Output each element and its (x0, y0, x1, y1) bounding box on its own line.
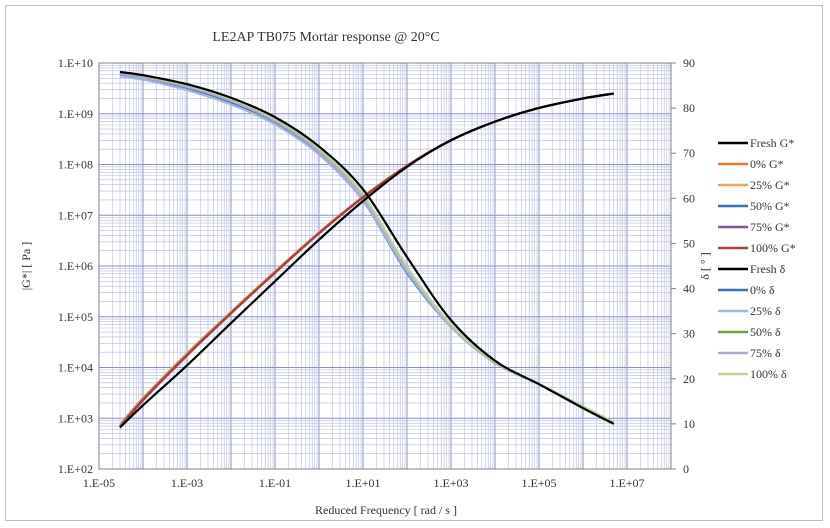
y-left-tick-label: 1.E+07 (58, 208, 93, 222)
legend-label: 0% δ (750, 283, 775, 297)
y-left-tick-label: 1.E+06 (58, 259, 93, 273)
y-right-axis-label: δ [ ° ] (698, 252, 712, 279)
y-right-tick-label: 60 (683, 191, 695, 205)
legend-label: 0% G* (750, 157, 784, 171)
legend-item-100pct-delta: 100% δ (718, 367, 787, 381)
plot-area-border (98, 62, 672, 470)
series-layer (119, 70, 615, 429)
series-line-0pct-delta (119, 73, 615, 424)
legend-label: 75% G* (750, 220, 790, 234)
legend-item-75pct-delta: 75% δ (718, 346, 781, 360)
y-left-tick-label: 1.E+05 (58, 310, 93, 324)
x-tick-label: 1.E+05 (521, 476, 556, 490)
series-line-100pct-gstar (119, 92, 614, 429)
legend-item-25pct-delta: 25% δ (718, 304, 781, 318)
y-right-tick-label: 20 (683, 372, 695, 386)
x-tick-label: 1.E+07 (609, 476, 644, 490)
y-left-tick-label: 1.E+04 (58, 361, 93, 375)
legend-item-25pct-gstar: 25% G* (718, 178, 790, 192)
y-right-tick-label: 0 (683, 462, 689, 476)
legend-label: 25% G* (750, 178, 790, 192)
legend-item-0pct-gstar: 0% G* (718, 157, 784, 171)
x-tick-label: 1.E+03 (433, 476, 468, 490)
series-line-75pct-delta (119, 72, 615, 424)
legend-item-100pct-gstar: 100% G* (718, 241, 796, 255)
y-right-tick-label: 90 (683, 56, 695, 70)
series-line-75pct-gstar (119, 92, 614, 428)
grid-lines (98, 62, 676, 470)
legend-label: 100% G* (750, 241, 796, 255)
y-left-tick-label: 1.E+09 (58, 107, 93, 121)
legend-item-50pct-gstar: 50% G* (718, 199, 790, 213)
legend-item-75pct-gstar: 75% G* (718, 220, 790, 234)
legend-label: 25% δ (750, 304, 781, 318)
legend-item-0pct-delta: 0% δ (718, 283, 775, 297)
series-line-25pct-gstar (119, 92, 614, 426)
y-right-tick-label: 50 (683, 236, 695, 250)
legend-item-fresh-gstar: Fresh G* (718, 136, 794, 150)
y-left-tick-labels: 1.E+02 1.E+03 1.E+04 1.E+05 1.E+06 1.E+07 1.E+… (58, 56, 93, 476)
x-tick-labels: 1.E-05 1.E-03 1.E-01 1.E+01 1.E+03 1.E+05 1.E+… (83, 476, 645, 490)
legend-label: 50% δ (750, 325, 781, 339)
y-right-tick-label: 10 (683, 417, 695, 431)
legend-item-50pct-delta: 50% δ (718, 325, 781, 339)
legend-label: Fresh δ (750, 262, 786, 276)
y-right-tick-label: 30 (683, 327, 695, 341)
series-line-50pct-gstar (119, 92, 614, 428)
x-axis-label: Reduced Frequency [ rad / s ] (315, 503, 457, 517)
y-right-tick-label: 70 (683, 146, 695, 160)
y-left-tick-label: 1.E+10 (58, 56, 93, 70)
legend-label: 50% G* (750, 199, 790, 213)
y-right-tick-label: 80 (683, 101, 695, 115)
chart-title: LE2AP TB075 Mortar response @ 20°C (212, 30, 439, 45)
y-right-tick-labels: 0 10 20 30 40 50 60 70 80 90 (683, 56, 695, 476)
y-left-axis-label: |G*| [ Pa ] (19, 242, 33, 290)
y-left-tick-label: 1.E+08 (58, 158, 93, 172)
chart-svg: 1.E-05 1.E-03 1.E-01 1.E+01 1.E+03 1.E+05 1.E+… (19, 30, 796, 517)
x-tick-label: 1.E-01 (259, 476, 291, 490)
legend-label: Fresh G* (750, 136, 794, 150)
x-tick-label: 1.E-05 (83, 476, 115, 490)
y-right-tick-label: 40 (683, 282, 695, 296)
legend-label: 75% δ (750, 346, 781, 360)
series-line-fresh-gstar (119, 92, 614, 429)
series-line-25pct-delta (119, 75, 615, 424)
series-line-0pct-gstar (119, 92, 614, 427)
y-left-tick-label: 1.E+02 (58, 462, 93, 476)
chart-frame: 1.E-05 1.E-03 1.E-01 1.E+01 1.E+03 1.E+05 1.E+… (5, 5, 823, 521)
x-tick-label: 1.E+01 (345, 476, 380, 490)
series-line-fresh-delta (119, 70, 615, 425)
x-tick-label: 1.E-03 (171, 476, 203, 490)
y-left-tick-label: 1.E+03 (58, 411, 93, 425)
legend: Fresh G* 0% G* 25% G* 50% G* 75% G* 100% G* Fr… (718, 136, 796, 381)
legend-item-fresh-delta: Fresh δ (718, 262, 786, 276)
legend-label: 100% δ (750, 367, 787, 381)
